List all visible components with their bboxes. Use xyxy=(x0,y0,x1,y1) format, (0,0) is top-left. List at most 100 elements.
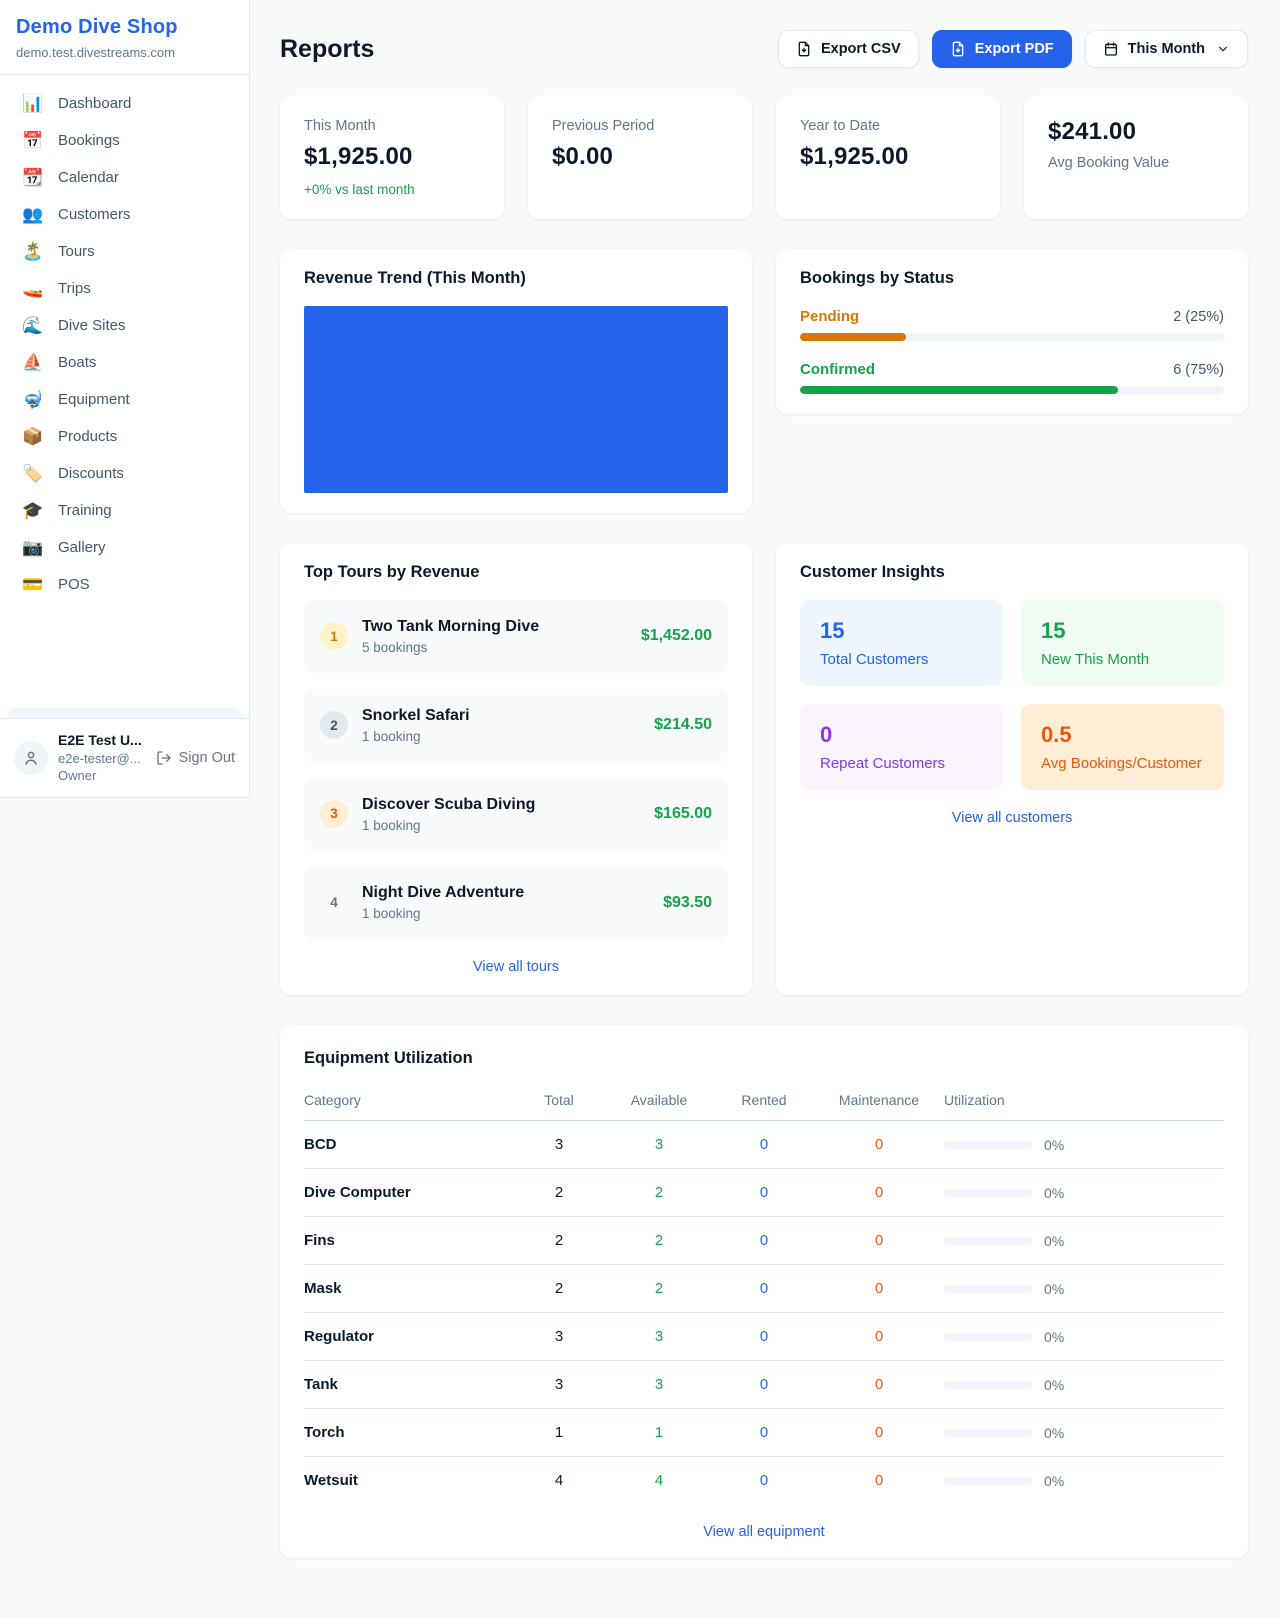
tour-list-item: 1 Two Tank Morning Dive 5 bookings $1,45… xyxy=(304,600,728,673)
cell-category: BCD xyxy=(304,1136,337,1153)
file-download-icon xyxy=(952,41,964,57)
sidebar-item-calendar[interactable]: 📆 Calendar xyxy=(8,159,241,196)
cell-utilization: 0% xyxy=(944,1473,1224,1489)
cell-category: Wetsuit xyxy=(304,1472,358,1489)
sidebar-item-dashboard[interactable]: 📊 Dashboard xyxy=(8,85,241,122)
sidebar-item-boats[interactable]: ⛵ Boats xyxy=(8,344,241,381)
sidebar-item-reports-partial[interactable] xyxy=(8,708,241,719)
insight-value: 15 xyxy=(820,618,845,643)
utilization-track xyxy=(944,1332,1032,1341)
tour-revenue: $214.50 xyxy=(654,716,712,734)
sidebar-item-dive-sites[interactable]: 🌊 Dive Sites xyxy=(8,307,241,344)
bookings-by-status-card: Bookings by Status Pending 2 (25%) Confi… xyxy=(776,249,1248,414)
tour-bookings: 1 booking xyxy=(362,728,421,744)
sidebar-item-trips[interactable]: 🚤 Trips xyxy=(8,270,241,307)
cell-available: 2 xyxy=(654,1184,664,1201)
sidebar-item-customers[interactable]: 👥 Customers xyxy=(8,196,241,233)
cell-category: Regulator xyxy=(304,1328,375,1345)
period-dropdown[interactable]: This Month xyxy=(1084,30,1248,68)
sidebar-item-training[interactable]: 🎓 Training xyxy=(8,492,241,529)
utilization-track xyxy=(944,1380,1032,1389)
utilization-label: 0% xyxy=(1044,1232,1065,1249)
sidebar-item-discounts[interactable]: 🏷️ Discounts xyxy=(8,455,241,492)
sign-out-button[interactable]: Sign Out xyxy=(156,750,235,766)
cell-maintenance: 0 xyxy=(874,1376,884,1393)
tour-name: Two Tank Morning Dive xyxy=(362,618,540,635)
insight-label: Repeat Customers xyxy=(820,755,946,772)
view-all-customers-link[interactable]: View all customers xyxy=(951,810,1073,826)
insight-value: 15 xyxy=(1041,618,1066,643)
insight-value: 0.5 xyxy=(1041,722,1072,747)
graduation-cap-icon: 🎓 xyxy=(22,501,44,520)
export-pdf-button[interactable]: Export PDF xyxy=(931,30,1072,68)
cell-available: 4 xyxy=(654,1472,664,1489)
export-csv-button[interactable]: Export CSV xyxy=(777,30,919,68)
sidebar-user-section: E2E Test U... e2e-tester@... Owner Sign … xyxy=(0,718,249,797)
col-header-total: Total xyxy=(544,1092,574,1108)
insight-tile-new-this-month: 15 New This Month xyxy=(1021,600,1224,686)
col-header-available: Available xyxy=(630,1092,688,1108)
utilization-track xyxy=(944,1428,1032,1437)
avatar xyxy=(14,741,48,775)
table-row: Tank 3 3 0 0 0% xyxy=(304,1361,1224,1409)
sidebar-item-tours[interactable]: 🏝️ Tours xyxy=(8,233,241,270)
cell-available: 3 xyxy=(654,1136,664,1153)
utilization-label: 0% xyxy=(1044,1328,1065,1345)
stat-label: This Month xyxy=(304,118,376,134)
view-all-tours-link[interactable]: View all tours xyxy=(473,959,559,975)
utilization-track xyxy=(944,1476,1032,1485)
charts-row: Revenue Trend (This Month) Bookings by S… xyxy=(280,249,1248,513)
user-role: Owner xyxy=(58,768,97,784)
sidebar-item-pos[interactable]: 💳 POS xyxy=(8,566,241,603)
cell-utilization: 0% xyxy=(944,1233,1224,1249)
tour-list-item: 2 Snorkel Safari 1 booking $214.50 xyxy=(304,688,728,762)
cell-maintenance: 0 xyxy=(874,1232,884,1249)
table-header-row: Category Total Available Rented Maintena… xyxy=(304,1084,1224,1121)
sidebar-item-equipment[interactable]: 🤿 Equipment xyxy=(8,381,241,418)
cell-maintenance: 0 xyxy=(874,1472,884,1489)
chevron-down-icon xyxy=(1218,46,1228,52)
equipment-table: Category Total Available Rented Maintena… xyxy=(304,1084,1224,1504)
tour-name: Snorkel Safari xyxy=(362,706,470,724)
cell-total: 3 xyxy=(554,1136,564,1153)
stat-value: $1,925.00 xyxy=(800,143,909,170)
insight-label: New This Month xyxy=(1041,651,1150,668)
tour-bookings: 1 booking xyxy=(362,817,421,833)
sidebar-item-label: Equipment xyxy=(58,391,130,408)
status-label: Confirmed xyxy=(800,361,875,378)
dashboard-icon: 📊 xyxy=(22,94,44,113)
cell-rented: 0 xyxy=(759,1184,769,1201)
top-tours-card: Top Tours by Revenue 1 Two Tank Morning … xyxy=(280,543,752,995)
cell-total: 2 xyxy=(554,1184,564,1201)
col-header-rented: Rented xyxy=(741,1092,787,1108)
customer-insights-title: Customer Insights xyxy=(800,563,945,581)
bookings-calendar-icon: 📅 xyxy=(22,131,44,150)
tour-name: Discover Scuba Diving xyxy=(362,795,536,813)
status-count: 2 (25%) xyxy=(1173,308,1224,325)
stat-value: $0.00 xyxy=(552,143,614,170)
cell-available: 2 xyxy=(654,1232,664,1249)
cell-maintenance: 0 xyxy=(874,1280,884,1297)
tour-list-item: 3 Discover Scuba Diving 1 booking $165.0… xyxy=(304,777,728,851)
view-all-equipment-link[interactable]: View all equipment xyxy=(703,1524,825,1540)
sidebar-item-bookings[interactable]: 📅 Bookings xyxy=(8,122,241,159)
export-csv-label: Export CSV xyxy=(820,41,901,57)
sidebar-item-gallery[interactable]: 📷 Gallery xyxy=(8,529,241,566)
shop-name: Demo Dive Shop xyxy=(16,16,178,38)
calendar-icon xyxy=(1104,42,1117,56)
sidebar-item-products[interactable]: 📦 Products xyxy=(8,418,241,455)
insight-label: Avg Bookings/Customer xyxy=(1041,755,1202,772)
speedboat-icon: 🚤 xyxy=(22,279,44,298)
cell-utilization: 0% xyxy=(944,1329,1224,1345)
credit-card-icon: 💳 xyxy=(22,575,44,594)
export-pdf-label: Export PDF xyxy=(974,41,1054,57)
cell-rented: 0 xyxy=(759,1280,769,1297)
tour-revenue: $93.50 xyxy=(663,893,712,911)
sidebar-header: Demo Dive Shop demo.test.divestreams.com xyxy=(0,0,249,75)
insight-tile-avg-bookings: 0.5 Avg Bookings/Customer xyxy=(1021,704,1224,790)
progress-fill xyxy=(800,333,906,341)
cell-total: 1 xyxy=(554,1424,564,1441)
status-row-confirmed: Confirmed 6 (75%) xyxy=(800,361,1224,394)
insight-tile-total-customers: 15 Total Customers xyxy=(800,600,1003,686)
island-icon: 🏝️ xyxy=(22,242,44,261)
